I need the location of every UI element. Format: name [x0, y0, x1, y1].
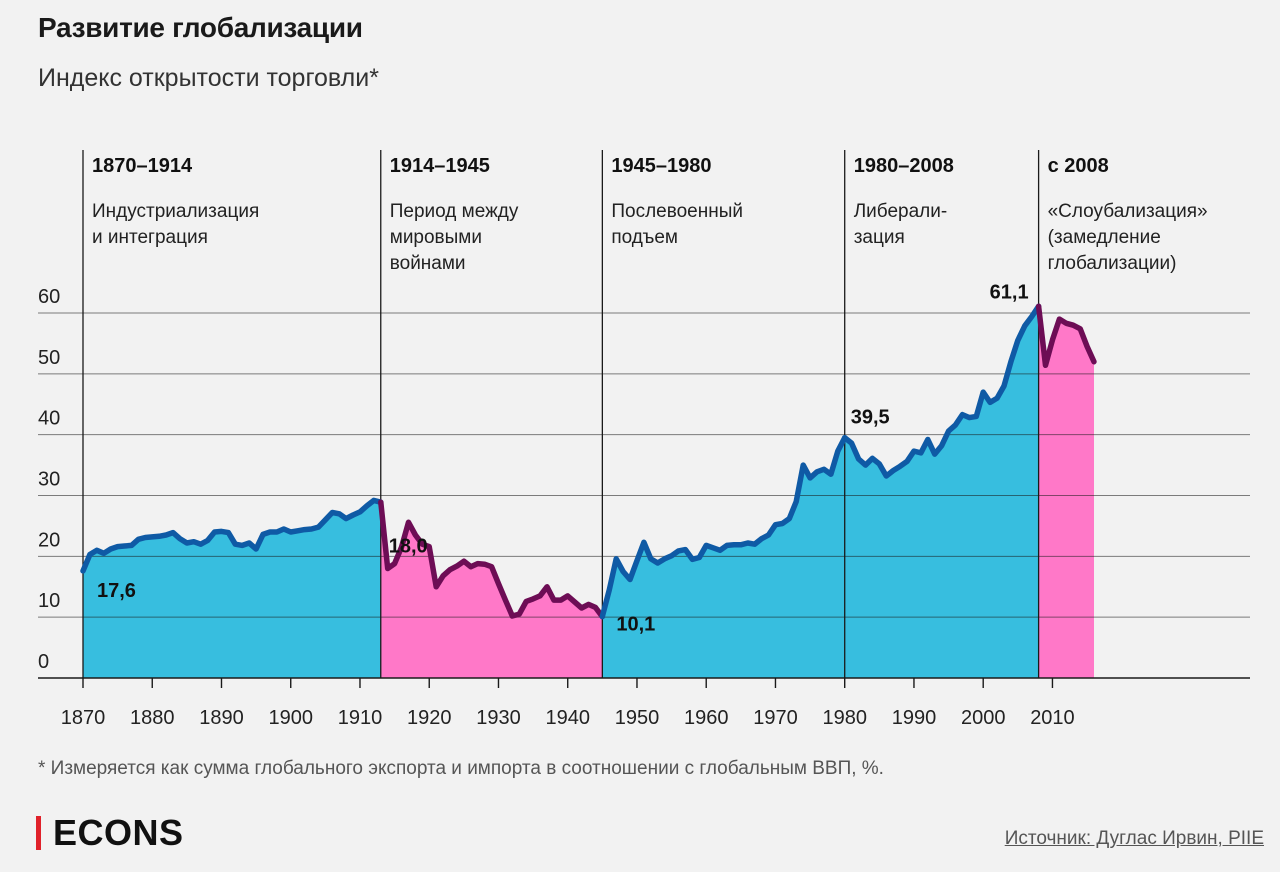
area-fill-period-5	[1038, 306, 1094, 678]
x-tick-label: 1870	[61, 707, 106, 729]
logo-bar-icon	[36, 816, 41, 850]
period-description-label: «Слоубализация»	[1048, 201, 1208, 222]
series-line	[80, 303, 1097, 620]
period-range-label: 1945–1980	[611, 155, 711, 177]
annotation-label: 10,1	[616, 614, 655, 636]
x-tick-label: 2000	[961, 707, 1006, 729]
period-description-label: войнами	[390, 253, 466, 274]
period-range-label: 1980–2008	[854, 155, 954, 177]
x-tick-label: 1900	[268, 707, 313, 729]
page-title: Развитие глобализации	[38, 12, 363, 43]
x-tick-label: 1980	[822, 707, 867, 729]
area-fill-period-3	[602, 437, 845, 678]
area-fill-period-2	[380, 502, 603, 678]
series-line-period-4	[841, 303, 1042, 479]
logo-text: ECONS	[53, 812, 184, 853]
annotations: 17,6 18,0 10,1 39,5 61,1	[97, 281, 1029, 635]
x-tick-label: 1930	[476, 707, 521, 729]
period-range-label: с 2008	[1048, 155, 1109, 177]
period-description-label: (замедление	[1048, 227, 1161, 248]
period-description-label: Индустриализация	[92, 201, 259, 222]
period-description-label: зация	[854, 227, 905, 248]
period-description-label: Период между	[390, 201, 519, 222]
x-tick-label: 1890	[199, 707, 244, 729]
x-axis: 1870 1880 1890 1900 1910 1920 1930 1940 1950 1960…	[61, 678, 1075, 729]
y-tick-label: 60	[38, 286, 60, 308]
period-range-label: 1914–1945	[390, 155, 490, 177]
period-description-label: глобализации)	[1048, 253, 1177, 274]
period-description-label: подъем	[611, 227, 678, 248]
series-line-period-1	[80, 497, 384, 574]
y-tick-label: 20	[38, 529, 60, 551]
period-description-label: и интеграция	[92, 227, 208, 248]
y-tick-label: 50	[38, 347, 60, 369]
footnote: * Измеряется как сумма глобального экспо…	[38, 758, 884, 779]
annotation-label: 18,0	[389, 536, 428, 558]
page-subtitle: Индекс открытости торговли*	[38, 64, 379, 92]
annotation-label: 17,6	[97, 580, 136, 602]
gridlines	[38, 312, 1250, 679]
area-fill-period-1	[83, 500, 381, 678]
period-dividers	[82, 150, 1040, 678]
y-tick-label: 30	[38, 469, 60, 491]
y-axis: 0 10 20 30 40 50 60	[38, 286, 60, 673]
area-fills	[83, 306, 1094, 678]
period-description-label: Послевоенный	[611, 201, 743, 222]
period-range-label: 1870–1914	[92, 155, 193, 177]
series-line-period-2	[378, 499, 606, 620]
x-tick-label: 1970	[753, 707, 798, 729]
annotation-label: 39,5	[851, 407, 890, 429]
series-line-period-5	[1035, 303, 1097, 369]
series-line-period-3	[599, 434, 848, 620]
x-tick-label: 1990	[892, 707, 937, 729]
y-tick-label: 40	[38, 408, 60, 430]
x-tick-label: 2010	[1030, 707, 1075, 729]
x-tick-label: 1880	[130, 707, 175, 729]
x-tick-label: 1950	[615, 707, 660, 729]
x-tick-label: 1960	[684, 707, 729, 729]
area-fill-period-4	[844, 306, 1039, 678]
period-description-label: мировыми	[390, 227, 482, 248]
y-tick-label: 0	[38, 651, 49, 673]
econs-logo[interactable]: ECONS	[36, 812, 184, 854]
y-tick-label: 10	[38, 590, 60, 612]
annotation-label: 61,1	[990, 281, 1029, 303]
source-link[interactable]: Источник: Дуглас Ирвин, PIIE	[1004, 828, 1264, 849]
x-tick-label: 1920	[407, 707, 452, 729]
period-description-label: Либерали-	[854, 201, 947, 222]
period-labels: 1870–1914 Индустриализация и интеграция 191…	[92, 155, 1208, 274]
x-tick-label: 1910	[338, 707, 383, 729]
x-tick-label: 1940	[545, 707, 590, 729]
